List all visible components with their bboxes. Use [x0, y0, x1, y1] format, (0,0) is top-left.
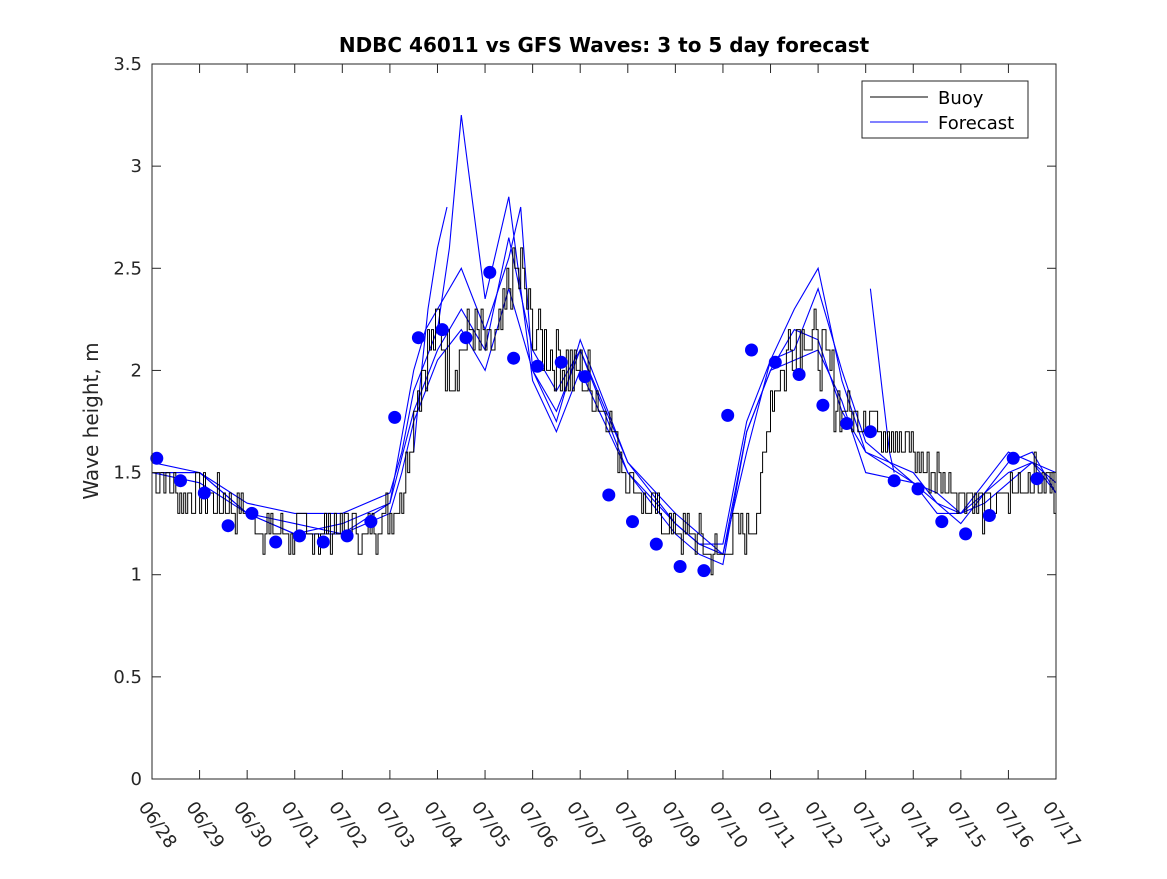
y-tick-label: 3: [131, 156, 142, 177]
forecast-marker: [411, 331, 425, 345]
forecast-marker: [578, 370, 592, 384]
forecast-marker: [721, 408, 735, 422]
forecast-marker: [483, 265, 497, 279]
forecast-marker: [293, 529, 306, 543]
plot-frame: [151, 63, 1057, 780]
y-tick-label: 3.5: [113, 54, 142, 75]
forecast-marker: [388, 410, 402, 424]
plot-area: [150, 115, 1057, 578]
y-tick-label: 0.5: [113, 667, 142, 688]
forecast-marker: [340, 529, 354, 543]
forecast-marker: [554, 355, 568, 369]
forecast-marker: [673, 560, 687, 573]
forecast-marker: [626, 515, 639, 529]
forecast-marker: [507, 351, 521, 365]
y-axis-label: Wave height, m: [79, 342, 103, 499]
forecast-marker: [863, 425, 877, 439]
forecast-marker: [649, 537, 663, 551]
forecast-marker: [435, 323, 449, 337]
forecast-marker: [982, 509, 996, 522]
legend-buoy-label: Buoy: [938, 88, 984, 109]
forecast-marker: [364, 515, 378, 529]
y-tick-label: 1: [131, 565, 142, 586]
y-tick-label: 0: [131, 769, 142, 790]
forecast-marker: [745, 343, 758, 357]
forecast-marker: [959, 527, 973, 541]
forecast-marker: [1006, 451, 1020, 465]
forecast-marker: [269, 535, 283, 549]
chart-title: NDBC 46011 vs GFS Waves: 3 to 5 day fore…: [339, 33, 870, 57]
forecast-marker: [459, 331, 473, 345]
forecast-marker: [316, 535, 330, 549]
forecast-marker: [816, 398, 830, 412]
legend-box: [861, 80, 1029, 139]
forecast-marker: [1030, 472, 1044, 486]
forecast-marker: [530, 359, 544, 373]
legend: Buoy Forecast: [861, 80, 1029, 139]
legend-forecast-label: Forecast: [938, 113, 1014, 134]
forecast-marker: [887, 474, 901, 488]
forecast-marker: [840, 417, 854, 430]
forecast-marker: [911, 482, 925, 496]
y-tick-label: 2.5: [113, 258, 142, 279]
y-tick-label: 2: [131, 360, 142, 381]
forecast-marker: [197, 486, 211, 500]
forecast-marker: [174, 474, 187, 488]
forecast-line: [413, 206, 448, 453]
y-tick-label: 1.5: [113, 463, 142, 484]
forecast-marker: [935, 515, 949, 529]
forecast-marker: [792, 368, 806, 381]
forecast-marker: [221, 519, 235, 533]
forecast-marker: [768, 355, 782, 369]
forecast-marker: [697, 564, 711, 578]
forecast-line: [869, 288, 895, 473]
buoy-line: [152, 247, 1056, 576]
forecast-marker: [150, 451, 164, 465]
forecast-marker: [245, 506, 259, 520]
forecast-marker: [602, 488, 616, 502]
